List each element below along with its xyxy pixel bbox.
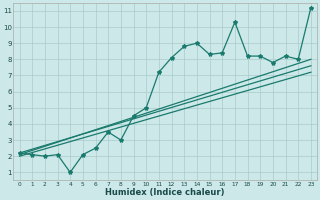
X-axis label: Humidex (Indice chaleur): Humidex (Indice chaleur) <box>106 188 225 197</box>
